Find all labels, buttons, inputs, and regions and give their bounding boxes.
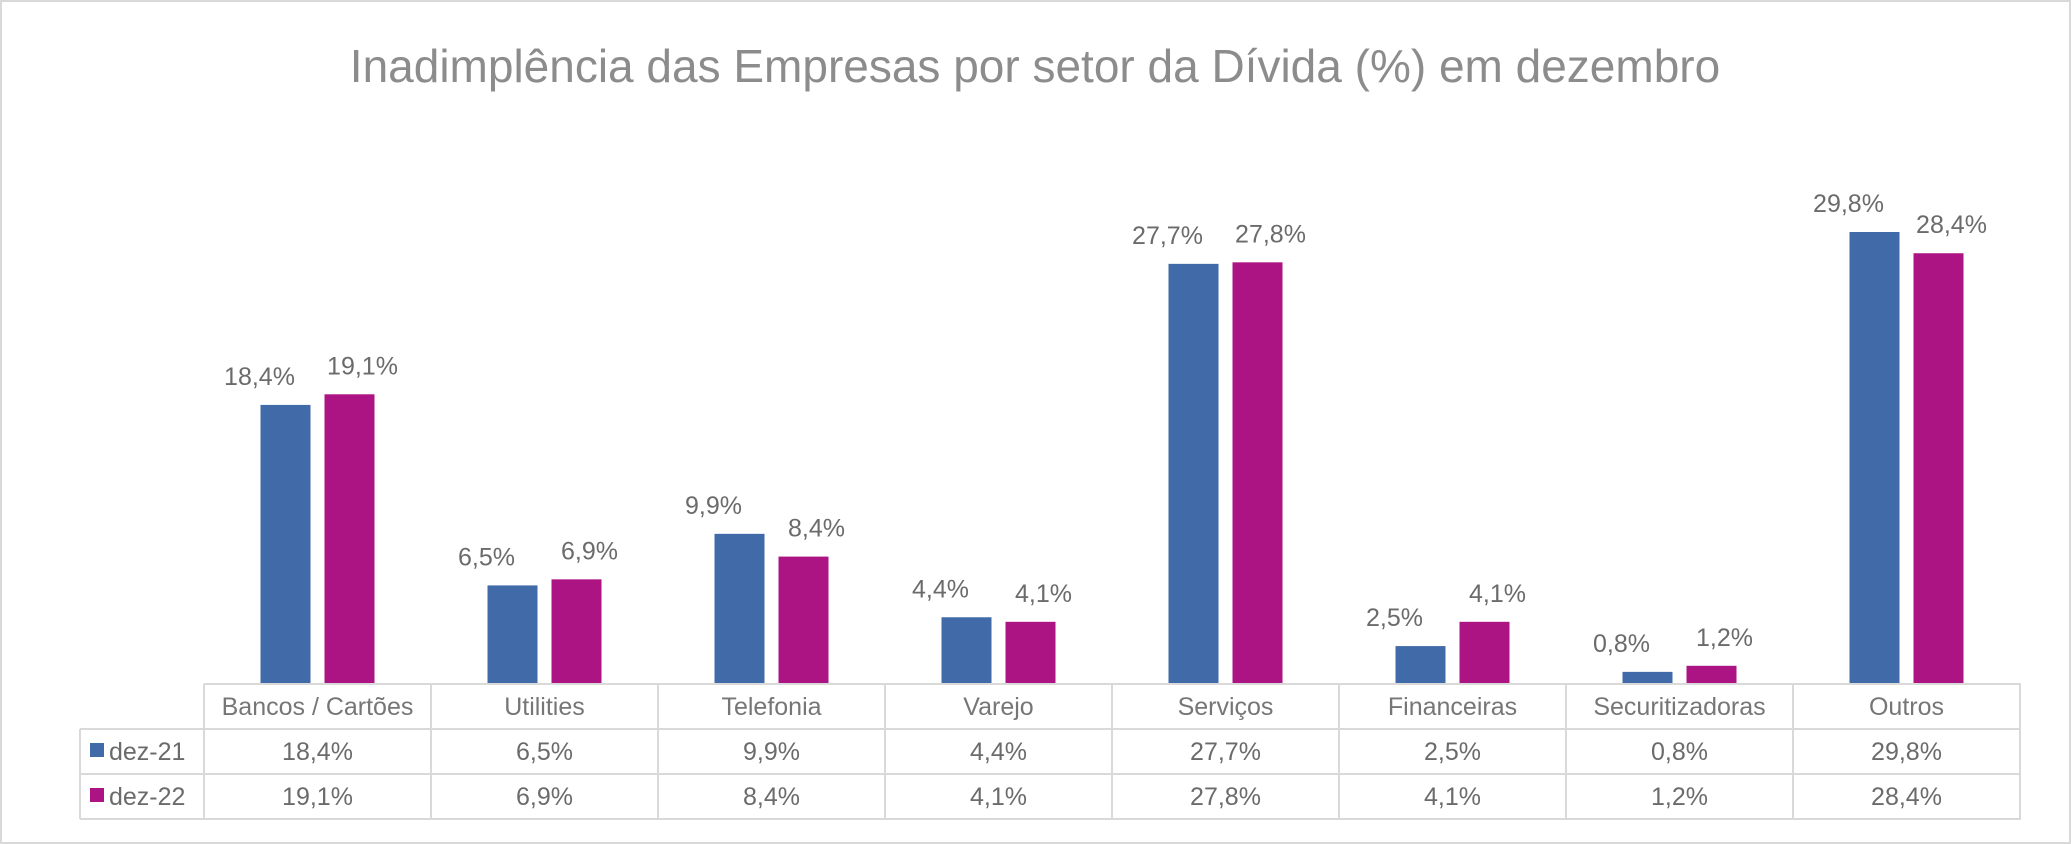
bar-dez-22-2: [778, 556, 829, 684]
data-label-dez-21-6: 0,8%: [1593, 630, 1650, 658]
category-label-7: Outros: [1869, 693, 1944, 721]
bar-dez-21-6: [1622, 671, 1673, 684]
data-label-dez-21-4: 27,7%: [1132, 222, 1203, 250]
bar-dez-22-5: [1459, 621, 1510, 684]
data-label-dez-22-2: 8,4%: [788, 515, 845, 543]
bar-dez-21-1: [487, 585, 538, 684]
table-cell-dez-21-3: 4,4%: [970, 738, 1027, 766]
data-label-dez-21-1: 6,5%: [458, 543, 515, 571]
legend-key-dez-21: [90, 743, 104, 757]
bar-dez-22-3: [1005, 621, 1056, 684]
table-cell-dez-21-5: 2,5%: [1424, 738, 1481, 766]
bar-dez-22-6: [1686, 665, 1737, 684]
category-label-1: Utilities: [504, 693, 585, 721]
category-label-4: Serviços: [1178, 693, 1274, 721]
bar-dez-21-5: [1395, 646, 1446, 684]
table-cell-dez-21-4: 27,7%: [1190, 738, 1261, 766]
data-labels-layer: 18,4% 19,1% 6,5% 6,9% 9,9% 8,4% 4,4% 4,1% 27,7% 2…: [224, 190, 1987, 658]
category-label-2: Telefonia: [721, 693, 821, 721]
data-label-dez-22-0: 19,1%: [327, 352, 398, 380]
bar-dez-22-7: [1913, 253, 1964, 684]
table-cell-dez-22-1: 6,9%: [516, 783, 573, 811]
legend-label-dez-21: dez-21: [109, 738, 185, 766]
data-label-dez-22-1: 6,9%: [561, 537, 618, 565]
bar-dez-21-2: [714, 533, 765, 684]
data-label-dez-21-7: 29,8%: [1813, 190, 1884, 218]
bar-dez-21-0: [260, 404, 311, 684]
data-label-dez-22-4: 27,8%: [1235, 220, 1306, 248]
legend-label-dez-22: dez-22: [109, 783, 185, 811]
data-label-dez-22-3: 4,1%: [1015, 580, 1072, 608]
data-label-dez-21-5: 2,5%: [1366, 604, 1423, 632]
data-label-dez-21-0: 18,4%: [224, 363, 295, 391]
table-cell-dez-22-6: 1,2%: [1651, 783, 1708, 811]
data-label-dez-21-3: 4,4%: [912, 575, 969, 603]
table-cell-dez-21-7: 29,8%: [1871, 738, 1942, 766]
bars-layer: [260, 232, 1964, 684]
bar-dez-21-3: [941, 617, 992, 684]
table-cell-dez-22-2: 8,4%: [743, 783, 800, 811]
category-label-0: Bancos / Cartões: [222, 693, 414, 721]
data-label-dez-21-2: 9,9%: [685, 492, 742, 520]
category-label-6: Securitizadoras: [1593, 693, 1765, 721]
category-label-5: Financeiras: [1388, 693, 1517, 721]
data-label-dez-22-7: 28,4%: [1916, 211, 1987, 239]
table-cell-dez-22-0: 19,1%: [282, 783, 353, 811]
table-cell-dez-22-3: 4,1%: [970, 783, 1027, 811]
chart-title: Inadimplência das Empresas por setor da …: [350, 40, 1720, 92]
bar-dez-22-1: [551, 579, 602, 684]
table-cell-dez-21-1: 6,5%: [516, 738, 573, 766]
category-label-3: Varejo: [963, 693, 1033, 721]
data-table: Bancos / Cartões Utilities Telefonia Varejo…: [79, 683, 2021, 820]
table-cell-dez-22-7: 28,4%: [1871, 783, 1942, 811]
bar-dez-22-0: [324, 394, 375, 684]
legend-key-dez-22: [90, 788, 104, 802]
table-cell-dez-22-4: 27,8%: [1190, 783, 1261, 811]
table-cell-dez-21-2: 9,9%: [743, 738, 800, 766]
bar-dez-21-7: [1849, 232, 1900, 684]
data-label-dez-22-5: 4,1%: [1469, 580, 1526, 608]
data-label-dez-22-6: 1,2%: [1696, 624, 1753, 652]
table-cell-dez-21-6: 0,8%: [1651, 738, 1708, 766]
table-cell-dez-21-0: 18,4%: [282, 738, 353, 766]
table-cell-dez-22-5: 4,1%: [1424, 783, 1481, 811]
bar-dez-21-4: [1168, 263, 1219, 684]
bar-dez-22-4: [1232, 262, 1283, 684]
